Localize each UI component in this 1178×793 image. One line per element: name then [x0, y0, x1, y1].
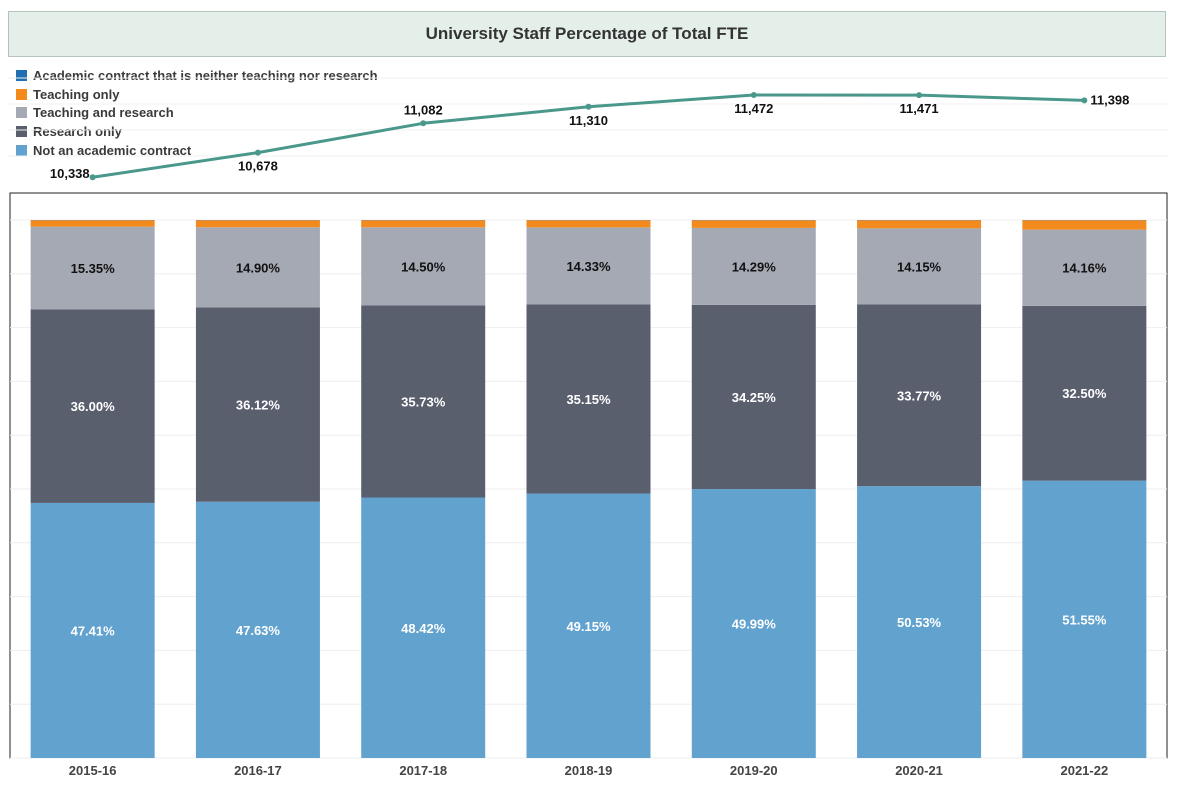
bar-research-only [526, 304, 651, 494]
bar-label: 48.42% [401, 621, 446, 636]
total-fte-point [254, 149, 261, 156]
bar-label: 49.99% [732, 617, 777, 632]
legend-swatch [16, 107, 27, 119]
x-tick-label: 2020-21 [895, 763, 943, 778]
bar-label: 14.15% [897, 259, 942, 274]
bar-teaching-only [526, 220, 651, 228]
x-tick-label: 2015-16 [69, 763, 117, 778]
bar-label: 47.41% [71, 623, 116, 638]
total-fte-point [916, 92, 923, 99]
bar-teaching-and-research [30, 226, 155, 310]
bar-not-an-academic-contract [30, 502, 155, 758]
legend-label: Teaching and research [33, 105, 174, 121]
total-fte-point [585, 103, 592, 110]
bar-teaching-only [1022, 220, 1147, 230]
bar-label: 33.77% [897, 388, 942, 403]
bar-label: 47.63% [236, 623, 281, 638]
legend-item-teaching-only: Teaching only [16, 85, 378, 104]
bar-not-an-academic-contract [361, 497, 486, 758]
bar-label: 36.00% [71, 399, 116, 414]
bar-label: 36.12% [236, 398, 281, 413]
total-fte-label: 11,310 [569, 113, 608, 128]
x-tick-label: 2017-18 [399, 763, 447, 778]
legend-item-academic-contract-that-is-neither-teaching-nor-research: Academic contract that is neither teachi… [16, 66, 378, 85]
chart-title: University Staff Percentage of Total FTE [8, 11, 1166, 57]
bar-research-only [195, 307, 320, 502]
total-fte-label: 10,338 [50, 166, 90, 181]
total-fte-label: 11,082 [404, 102, 443, 117]
bar-label: 14.90% [236, 260, 281, 275]
legend-label: Not an academic contract [33, 143, 192, 159]
bar-label: 49.15% [566, 619, 611, 634]
legend-swatch [16, 88, 27, 100]
bar-teaching-only [361, 220, 486, 228]
bar-label: 14.16% [1062, 261, 1107, 276]
bar-teaching-and-research [1022, 229, 1147, 306]
bar-label: 34.25% [732, 390, 777, 405]
bar-label: 14.29% [732, 259, 777, 274]
x-tick-label: 2018-19 [565, 763, 613, 778]
bar-research-only [857, 304, 982, 487]
bar-label: 50.53% [897, 615, 942, 630]
bar-not-an-academic-contract [857, 486, 982, 758]
bar-teaching-only [857, 220, 982, 229]
legend-swatch [16, 126, 27, 138]
bar-label: 14.50% [401, 259, 446, 274]
legend-swatch [16, 145, 27, 157]
bar-teaching-and-research [526, 227, 651, 305]
bar-label: 32.50% [1062, 386, 1107, 401]
bar-not-an-academic-contract [195, 501, 320, 758]
x-tick-label: 2021-22 [1060, 763, 1108, 778]
total-fte-point [420, 120, 427, 127]
total-fte-point [750, 92, 757, 99]
bar-research-only [361, 305, 486, 498]
legend-swatch [16, 69, 27, 81]
bar-teaching-and-research [361, 227, 486, 306]
bar-label: 35.15% [566, 392, 611, 407]
legend: Academic contract that is neither teachi… [16, 66, 378, 160]
total-fte-label: 11,472 [734, 101, 773, 116]
bar-research-only [30, 309, 155, 503]
bar-teaching-and-research [691, 227, 816, 305]
bar-teaching-and-research [857, 228, 982, 305]
bar-label: 35.73% [401, 394, 446, 409]
bar-label: 14.33% [566, 259, 611, 274]
bar-label: 15.35% [71, 261, 116, 276]
total-fte-point [1081, 97, 1088, 104]
bar-research-only [691, 304, 816, 490]
legend-label: Teaching only [33, 86, 120, 102]
bar-teaching-only [691, 220, 816, 228]
bar-teaching-only [195, 220, 320, 228]
total-fte-point [89, 174, 96, 181]
legend-item-not-an-academic-contract: Not an academic contract [16, 141, 378, 160]
legend-item-research-only: Research only [16, 122, 378, 141]
legend-label: Academic contract that is neither teachi… [33, 67, 378, 83]
x-tick-label: 2019-20 [730, 763, 778, 778]
total-fte-label: 11,398 [1090, 92, 1129, 107]
total-fte-label: 10,678 [238, 159, 278, 174]
total-fte-label: 11,471 [900, 101, 939, 116]
bar-not-an-academic-contract [1022, 480, 1147, 758]
bar-research-only [1022, 305, 1147, 481]
bar-not-an-academic-contract [526, 493, 651, 758]
bar-teaching-and-research [195, 227, 320, 308]
legend-label: Research only [33, 124, 122, 140]
bar-teaching-only [30, 220, 155, 227]
x-tick-label: 2016-17 [234, 763, 282, 778]
legend-item-teaching-and-research: Teaching and research [16, 104, 378, 123]
bar-label: 51.55% [1062, 612, 1107, 627]
bar-not-an-academic-contract [691, 489, 816, 758]
